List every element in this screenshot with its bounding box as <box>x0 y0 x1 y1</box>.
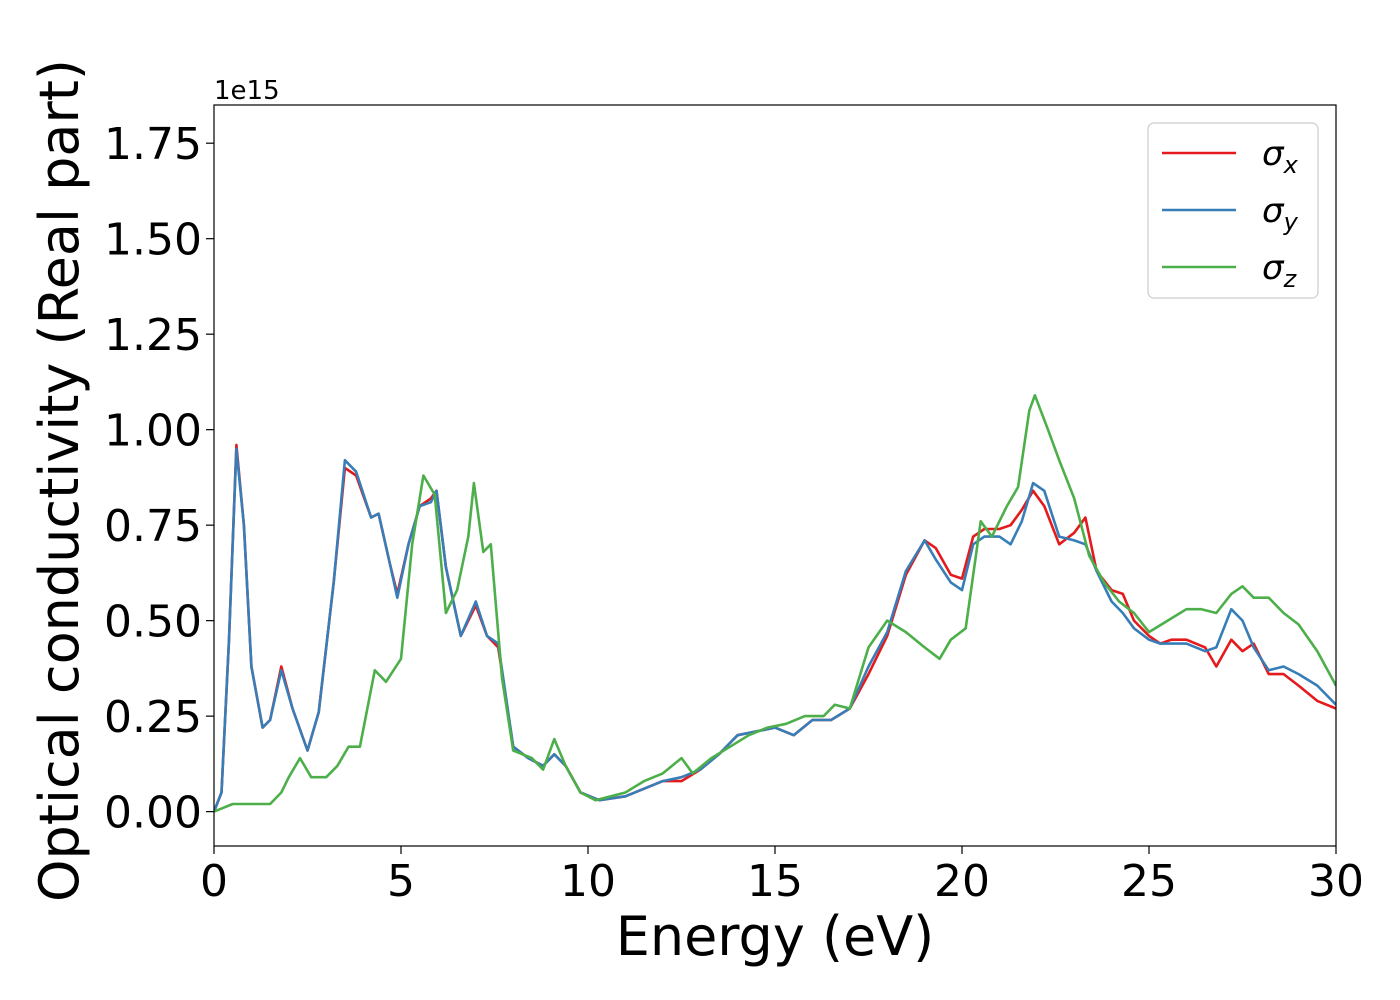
y-tick-label: 0.50 <box>104 597 202 648</box>
legend-label-x: σx <box>1262 134 1299 179</box>
x-tick-label: 15 <box>747 856 803 907</box>
x-tick-label: 30 <box>1308 856 1364 907</box>
x-tick-label: 10 <box>560 856 616 907</box>
x-tick-label: 25 <box>1121 856 1177 907</box>
y-tick-label: 0.75 <box>104 501 202 552</box>
y-tick-label: 0.25 <box>104 692 202 743</box>
y-tick-label: 1.00 <box>104 406 202 457</box>
series-line-x <box>214 443 1336 813</box>
y-axis-offset-label: 1e15 <box>214 76 280 106</box>
x-tick-label: 20 <box>934 856 990 907</box>
x-tick-label: 5 <box>387 856 415 907</box>
y-tick-label: 1.75 <box>104 119 202 170</box>
y-tick-label: 0.00 <box>104 788 202 839</box>
x-axis-label: Energy (eV) <box>616 905 935 968</box>
series-line-y <box>214 447 1336 813</box>
y-tick-label: 1.25 <box>104 310 202 361</box>
y-axis: 0.00 0.25 0.50 0.75 1.00 1.25 1.50 1.75 <box>104 119 214 839</box>
x-axis: 0 5 10 15 20 25 30 <box>200 846 1364 907</box>
legend-label-z: σz <box>1262 248 1298 293</box>
y-axis-label: Optical conductivity (Real part) <box>28 59 91 902</box>
legend: σx σy σz <box>1147 122 1319 299</box>
x-tick-label: 0 <box>200 856 228 907</box>
series-line-z <box>214 394 1336 813</box>
y-tick-label: 1.50 <box>104 215 202 266</box>
legend-label-y: σy <box>1262 191 1299 236</box>
